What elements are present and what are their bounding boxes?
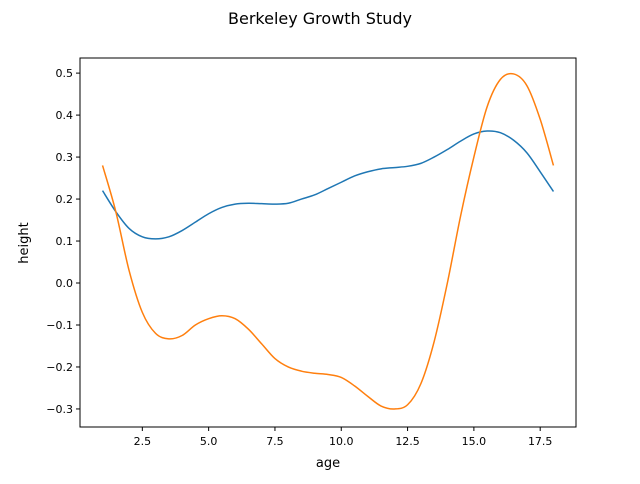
x-tick-label: 5.0 xyxy=(200,435,218,448)
y-tick-label: 0.3 xyxy=(56,151,74,164)
axes-frame xyxy=(79,57,577,428)
y-tick-label: −0.1 xyxy=(46,319,73,332)
x-tick-label: 15.0 xyxy=(462,435,487,448)
x-tick-label: 10.0 xyxy=(329,435,354,448)
chart-title: Berkeley Growth Study xyxy=(228,9,412,28)
y-tick-label: −0.3 xyxy=(46,403,73,416)
y-tick-label: 0.0 xyxy=(56,277,74,290)
series-line-1 xyxy=(101,130,555,240)
y-tick-label: 0.5 xyxy=(56,67,74,80)
y-axis: −0.3 −0.2 −0.1 0.0 0.1 0.2 0.3 0.4 0.5 xyxy=(46,67,80,416)
y-tick-label: 0.1 xyxy=(56,235,74,248)
x-tick-label: 7.5 xyxy=(266,435,284,448)
x-axis-label: age xyxy=(316,456,340,471)
y-tick-label: 0.2 xyxy=(56,193,74,206)
y-tick-label: 0.4 xyxy=(56,109,74,122)
y-tick-label: −0.2 xyxy=(46,361,73,374)
x-tick-label: 12.5 xyxy=(395,435,420,448)
series-line-2 xyxy=(101,72,555,410)
x-axis: 2.5 5.0 7.5 10.0 12.5 15.0 17.5 xyxy=(134,427,553,448)
x-tick-label: 17.5 xyxy=(528,435,553,448)
series-layer xyxy=(101,72,555,410)
x-tick-label: 2.5 xyxy=(134,435,152,448)
y-axis-label: height xyxy=(17,222,32,263)
